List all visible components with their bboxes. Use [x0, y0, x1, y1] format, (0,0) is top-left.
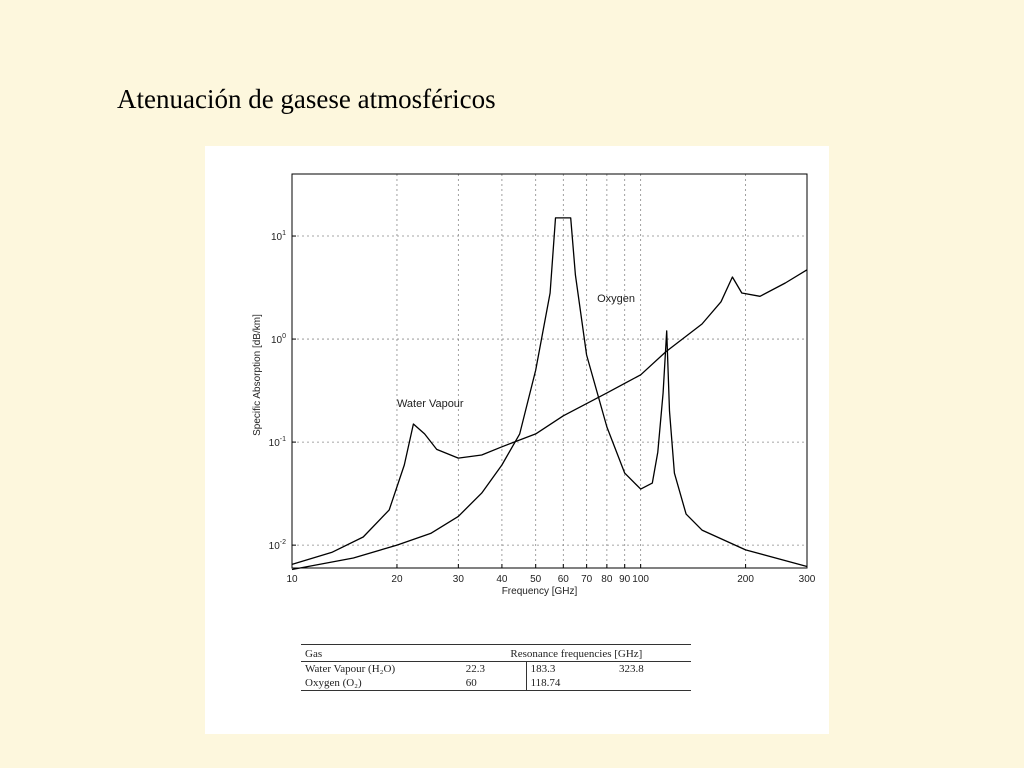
x-tick-label: 200 [737, 574, 754, 585]
table-header-row: Gas Resonance frequencies [GHz] [301, 644, 691, 662]
table-cell-freq: 183.3 [525, 661, 615, 676]
x-tick-label: 90 [619, 574, 631, 585]
series-line-water-vapour [291, 269, 808, 566]
table-header-resonance: Resonance frequencies [GHz] [461, 644, 691, 662]
x-tick-label: 300 [799, 574, 816, 585]
y-tick-label: 101 [271, 230, 286, 243]
table-cell-freq: 118.74 [525, 676, 615, 691]
table-cell-freq: 323.8 [619, 663, 644, 675]
y-tick-label: 100 [271, 333, 286, 346]
table-row: Water Vapour (H₂O) 22.3 183.3 323.8 [301, 661, 691, 676]
table-row: Oxygen (O₂) 60 118.74 [301, 676, 691, 691]
table-cell-freq: 60 [465, 677, 477, 689]
table-cell-gas: Water Vapour (H₂O) [305, 663, 396, 675]
x-tick-label: 100 [632, 574, 649, 585]
y-tick-label: 10-2 [269, 539, 286, 552]
series-line-oxygen [291, 217, 808, 571]
y-tick-label: 10-1 [269, 436, 286, 449]
y-axis-label: Specific Absorption [dB/km] [252, 314, 263, 436]
table-cell-freq [615, 676, 691, 691]
table-header-gas: Gas [301, 644, 462, 662]
x-tick-label: 80 [601, 574, 613, 585]
figure: 10 20 30 40 50 60 70 80 90 100 200 300 10-2 10-1 100 10… [205, 146, 829, 734]
slide-title: Atenuación de gasese atmosféricos [117, 84, 496, 114]
x-tick-label: 30 [453, 574, 465, 585]
x-tick-label: 20 [391, 574, 403, 585]
plot-frame [291, 173, 808, 569]
x-axis-label: Frequency [GHz] [502, 586, 578, 597]
annotation-water-vapour: Water Vapour [397, 398, 464, 410]
table-cell-freq: 22.3 [465, 663, 485, 675]
x-tick-label: 50 [530, 574, 542, 585]
x-tick-label: 70 [581, 574, 593, 585]
x-tick-label: 60 [558, 574, 570, 585]
x-tick-label: 10 [286, 574, 298, 585]
table-cell-gas: Oxygen (O₂) [305, 677, 362, 689]
resonance-table: Gas Resonance frequencies [GHz] Water Va… [301, 644, 691, 691]
absorption-chart: 10 20 30 40 50 60 70 80 90 100 200 30010-210-110010… [252, 173, 816, 597]
x-tick-label: 40 [496, 574, 508, 585]
annotation-oxygen: Oxygen [597, 293, 635, 305]
